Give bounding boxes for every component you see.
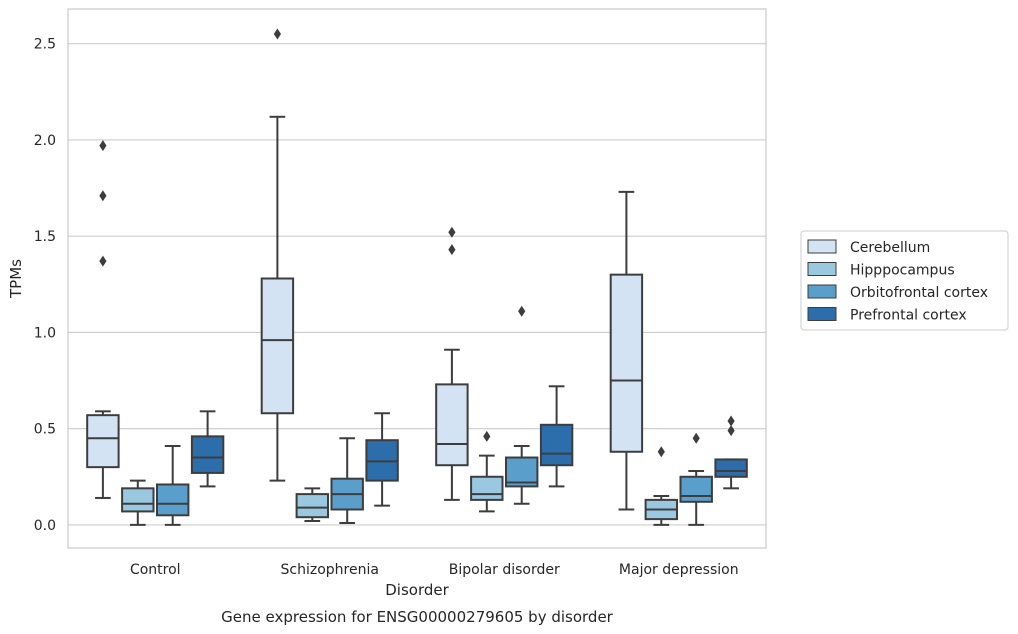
box-group: [365, 412, 399, 507]
outlier-point: [99, 140, 107, 152]
y-tick-label: 0.5: [34, 422, 56, 438]
outlier-point: [692, 432, 700, 444]
y-tick-label: 0.0: [34, 518, 56, 534]
box-group: [121, 479, 155, 526]
outlier-point: [99, 255, 107, 267]
box: [86, 414, 120, 469]
box: [435, 383, 469, 467]
box-group: [260, 28, 295, 482]
outlier-point: [727, 425, 735, 437]
x-tick-label: Control: [130, 562, 181, 578]
box-group: [190, 410, 225, 488]
legend-label: Cerebellum: [850, 240, 930, 256]
plot-marks: [86, 28, 748, 526]
box: [470, 475, 504, 501]
box-group: [644, 446, 679, 526]
box-group: [295, 487, 330, 523]
plot-frame: [67, 8, 767, 549]
y-tick-labels: 0.0 0.5 1.0 1.5 2.0 2.5: [34, 37, 56, 534]
legend-swatch: [807, 307, 837, 321]
box-group: [86, 140, 120, 499]
box-group: [435, 226, 469, 501]
legend-label: Orbitofrontal cortex: [850, 285, 988, 301]
box: [539, 423, 574, 467]
box: [190, 435, 225, 474]
x-tick-label: Major depression: [619, 562, 739, 578]
box-group: [714, 415, 748, 490]
outlier-point: [99, 190, 107, 202]
box-group: [539, 385, 574, 488]
chart-caption: Gene expression for ENSG00000279605 by d…: [221, 608, 614, 626]
grid-lines: [68, 43, 766, 526]
outlier-point: [727, 415, 735, 427]
box-group: [609, 190, 644, 511]
box-group: [470, 430, 504, 513]
legend-swatch: [807, 239, 837, 254]
box-group: [504, 305, 539, 505]
outlier-point: [483, 430, 491, 442]
box: [155, 483, 190, 517]
x-tick-label: Schizophrenia: [281, 562, 379, 578]
box-group: [679, 432, 713, 526]
legend-label: Hipppocampus: [850, 263, 955, 279]
box: [121, 487, 155, 513]
box: [714, 458, 748, 478]
x-tick-label: Bipolar disorder: [449, 562, 560, 578]
y-tick-label: 1.0: [34, 325, 56, 341]
box-group: [155, 444, 190, 526]
outlier-point: [657, 446, 665, 458]
box: [679, 475, 713, 503]
legend-swatch: [807, 284, 837, 299]
y-tick-label: 1.5: [34, 229, 56, 245]
y-tick-label: 2.5: [34, 37, 56, 53]
y-tick-label: 2.0: [34, 133, 56, 149]
legend: Cerebellum Hipppocampus Orbitofrontal cort…: [800, 230, 1009, 331]
box: [295, 493, 330, 519]
legend-frame: [800, 230, 1009, 331]
box-group: [330, 437, 364, 524]
outlier-point: [273, 28, 281, 40]
legend-swatch: [807, 262, 837, 276]
outlier-point: [448, 244, 456, 256]
x-axis-label: Disorder: [385, 581, 449, 599]
box: [609, 273, 644, 453]
outlier-point: [518, 305, 526, 317]
legend-label: Prefrontal cortex: [850, 308, 967, 324]
box: [260, 277, 295, 415]
x-tick-labels: Control Schizophrenia Bipolar disorder Majo…: [130, 562, 739, 578]
y-axis-label: TPMs: [7, 259, 25, 299]
outlier-point: [448, 226, 456, 238]
